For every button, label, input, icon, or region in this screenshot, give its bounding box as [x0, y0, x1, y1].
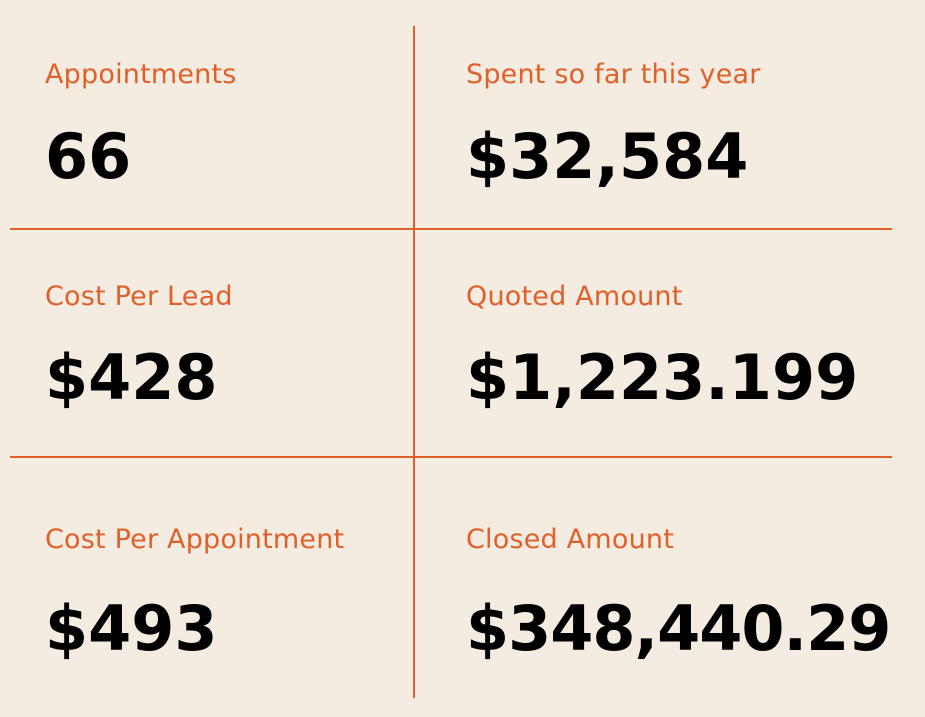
- metric-value: 66: [45, 120, 132, 193]
- metric-value: $32,584: [466, 120, 749, 193]
- metric-label: Appointments: [45, 59, 237, 90]
- metric-label: Spent so far this year: [466, 59, 761, 90]
- vertical-divider: [413, 26, 415, 698]
- metric-value: $348,440.29: [466, 592, 891, 665]
- metric-value: $1,223.199: [466, 341, 859, 414]
- metric-label: Quoted Amount: [466, 281, 683, 312]
- metric-value: $493: [45, 592, 218, 665]
- metric-value: $428: [45, 341, 218, 414]
- horizontal-divider-bottom: [10, 456, 892, 458]
- metric-label: Cost Per Appointment: [45, 524, 345, 555]
- metric-label: Cost Per Lead: [45, 281, 233, 312]
- horizontal-divider-top: [10, 228, 892, 230]
- metric-label: Closed Amount: [466, 524, 674, 555]
